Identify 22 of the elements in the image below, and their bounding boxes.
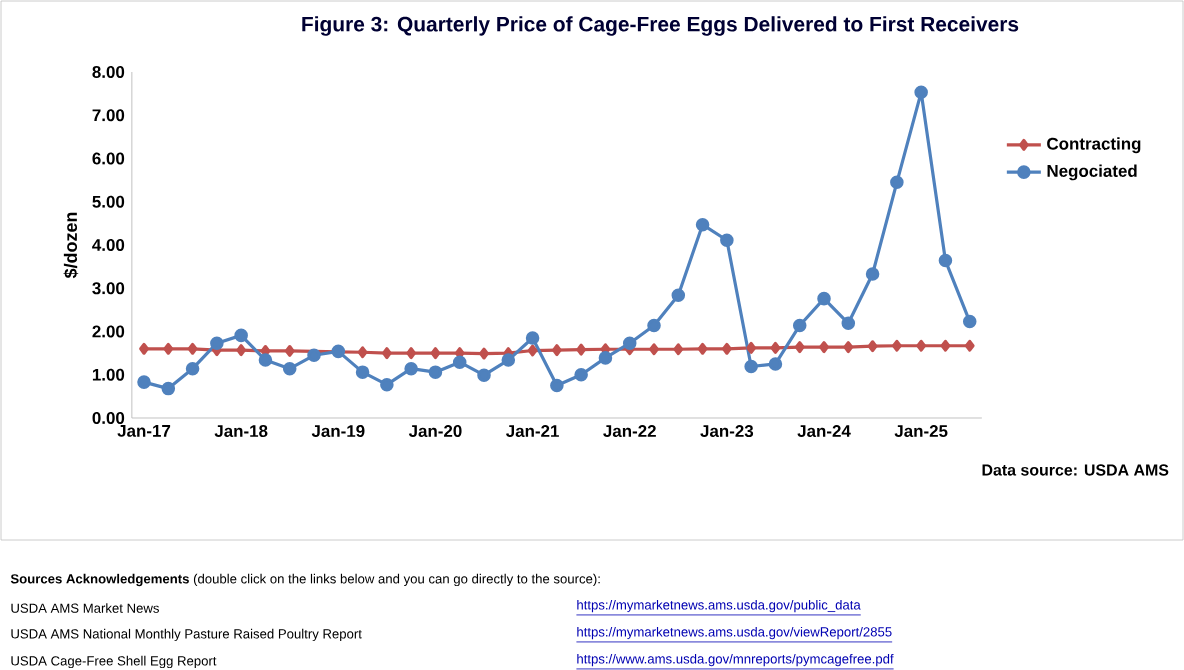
x-tick-label: Jan-21 — [506, 425, 559, 438]
x-tick-label: Jan-23 — [700, 425, 754, 438]
y-tick-label: 2.00 — [92, 325, 125, 338]
legend-label: Negociated — [1047, 164, 1137, 181]
x-tick-label: Jan-25 — [894, 425, 948, 438]
y-axis-title: $/dozen — [63, 212, 79, 279]
x-tick-label: Jan-18 — [214, 425, 268, 438]
x-tick-label: Jan-20 — [408, 425, 462, 438]
x-tick-label: Jan-22 — [603, 425, 656, 438]
y-tick-label: 7.00 — [92, 109, 125, 122]
x-tick-label: Jan-24 — [797, 425, 851, 438]
y-tick-label: 6.00 — [92, 152, 125, 165]
y-tick-label: 1.00 — [92, 368, 125, 381]
x-tick-label: Jan-17 — [117, 425, 171, 437]
y-tick-label: 5.00 — [92, 195, 125, 208]
y-tick-label: 3.00 — [92, 282, 125, 295]
chart-title: Figure 3: Quarterly Price of Cage-Free Eggs Delivered to First Receivers — [302, 16, 1019, 36]
y-tick-label: 8.00 — [92, 66, 125, 78]
x-tick-label: Jan-19 — [311, 425, 365, 438]
y-tick-label: 4.00 — [92, 239, 125, 251]
legend-label: Contracting — [1047, 137, 1141, 154]
y-tick-label: 0.00 — [92, 412, 125, 424]
